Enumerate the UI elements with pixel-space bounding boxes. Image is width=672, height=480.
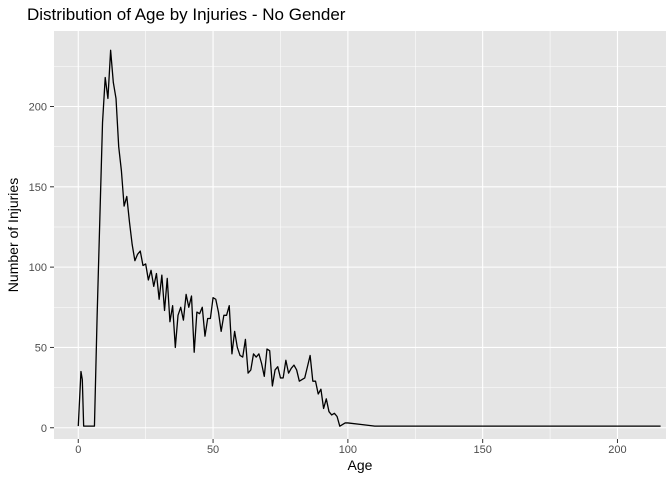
axis-ticks xyxy=(50,105,618,443)
y-tick-label: 100 xyxy=(29,262,47,274)
x-tick-label: 150 xyxy=(473,444,491,456)
y-tick-label: 50 xyxy=(35,342,47,354)
chart-title: Distribution of Age by Injuries - No Gen… xyxy=(27,5,346,24)
x-tick-label: 0 xyxy=(75,444,81,456)
tick-labels: 0 50 100 150 200 0 50 100 150 200 xyxy=(29,101,627,456)
y-tick-label: 0 xyxy=(41,423,47,435)
injuries-line xyxy=(77,49,661,427)
y-tick-label: 150 xyxy=(29,182,47,194)
x-tick-label: 100 xyxy=(339,444,357,456)
y-axis-label: Number of Injuries xyxy=(5,178,21,292)
major-gridlines xyxy=(54,31,666,439)
x-tick-label: 50 xyxy=(207,444,219,456)
x-tick-label: 200 xyxy=(608,444,626,456)
y-tick-label: 200 xyxy=(29,101,47,113)
minor-gridlines xyxy=(54,31,666,439)
plot-panel xyxy=(54,31,666,439)
x-axis-label: Age xyxy=(348,457,373,473)
